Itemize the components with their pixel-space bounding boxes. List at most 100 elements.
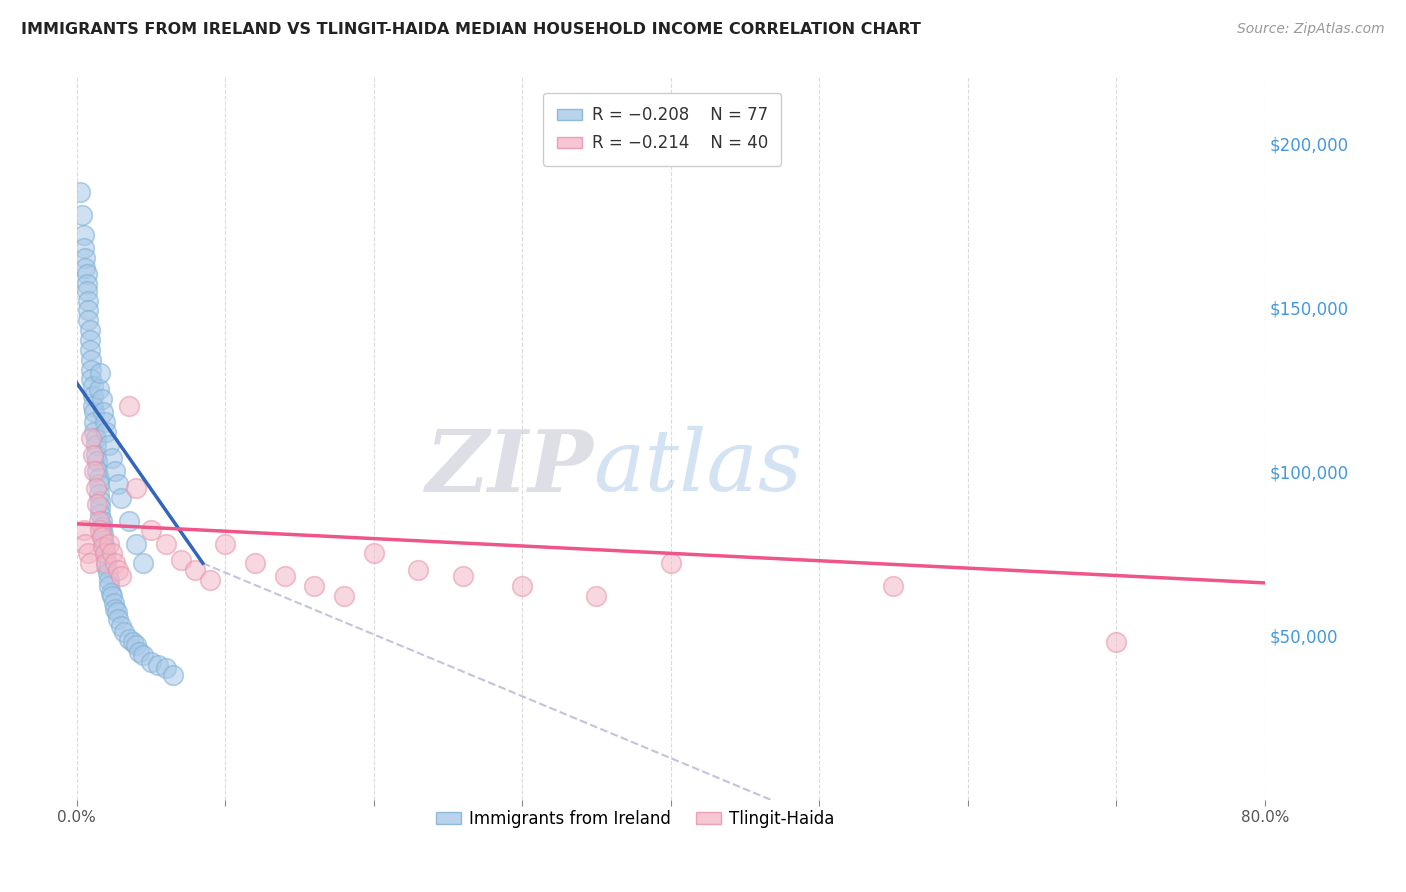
Point bbox=[80, 432, 103, 446]
Point bbox=[104, 602, 127, 616]
Point bbox=[87, 382, 110, 396]
Point bbox=[132, 648, 155, 662]
Point bbox=[94, 415, 117, 429]
Point bbox=[87, 471, 110, 485]
Point bbox=[84, 481, 107, 495]
Point bbox=[273, 569, 295, 583]
Point bbox=[107, 563, 129, 577]
Point bbox=[87, 514, 110, 528]
Point bbox=[659, 556, 682, 570]
Text: atlas: atlas bbox=[593, 426, 803, 508]
Point bbox=[77, 303, 100, 318]
Point bbox=[107, 612, 129, 626]
Point bbox=[117, 399, 139, 413]
Text: IMMIGRANTS FROM IRELAND VS TLINGIT-HAIDA MEDIAN HOUSEHOLD INCOME CORRELATION CHA: IMMIGRANTS FROM IRELAND VS TLINGIT-HAIDA… bbox=[21, 22, 921, 37]
Point bbox=[96, 553, 118, 567]
Point bbox=[101, 546, 124, 560]
Point bbox=[91, 540, 114, 554]
Point bbox=[75, 251, 97, 265]
Point bbox=[112, 625, 135, 640]
Point bbox=[98, 579, 121, 593]
Point bbox=[82, 399, 104, 413]
Point bbox=[86, 464, 108, 478]
Point bbox=[80, 372, 103, 386]
Point bbox=[139, 524, 162, 538]
Point bbox=[73, 241, 96, 255]
Point bbox=[882, 579, 904, 593]
Point bbox=[101, 589, 124, 603]
Point bbox=[98, 438, 121, 452]
Point bbox=[155, 661, 177, 675]
Text: ZIP: ZIP bbox=[426, 425, 593, 509]
Point bbox=[162, 668, 184, 682]
Point bbox=[96, 556, 118, 570]
Point bbox=[200, 573, 222, 587]
Point bbox=[110, 491, 132, 505]
Point bbox=[73, 227, 96, 242]
Point bbox=[91, 533, 114, 548]
Point bbox=[96, 559, 118, 574]
Point bbox=[91, 526, 114, 541]
Point bbox=[90, 530, 112, 544]
Point bbox=[333, 589, 356, 603]
Point bbox=[89, 507, 111, 521]
Point bbox=[77, 313, 100, 327]
Point bbox=[75, 260, 97, 275]
Point bbox=[77, 546, 100, 560]
Point bbox=[91, 405, 114, 419]
Point bbox=[104, 464, 127, 478]
Point bbox=[110, 618, 132, 632]
Point bbox=[90, 520, 112, 534]
Point bbox=[86, 497, 108, 511]
Point bbox=[87, 487, 110, 501]
Point bbox=[184, 563, 207, 577]
Point bbox=[89, 500, 111, 515]
Point bbox=[79, 333, 101, 347]
Point bbox=[96, 425, 118, 439]
Point bbox=[80, 352, 103, 367]
Point bbox=[243, 556, 266, 570]
Point bbox=[79, 343, 101, 357]
Point bbox=[86, 454, 108, 468]
Point bbox=[72, 208, 94, 222]
Point bbox=[83, 415, 105, 429]
Point bbox=[94, 546, 117, 560]
Point bbox=[132, 556, 155, 570]
Point bbox=[125, 638, 148, 652]
Point bbox=[90, 514, 112, 528]
Point bbox=[139, 655, 162, 669]
Point bbox=[104, 556, 127, 570]
Point bbox=[100, 586, 122, 600]
Point bbox=[406, 563, 429, 577]
Point bbox=[510, 579, 533, 593]
Legend: Immigrants from Ireland, Tlingit-Haida: Immigrants from Ireland, Tlingit-Haida bbox=[429, 803, 841, 835]
Point bbox=[83, 405, 105, 419]
Point bbox=[128, 645, 150, 659]
Point bbox=[83, 425, 105, 439]
Point bbox=[89, 493, 111, 508]
Point bbox=[117, 514, 139, 528]
Point bbox=[585, 589, 607, 603]
Point bbox=[69, 186, 91, 200]
Point bbox=[155, 536, 177, 550]
Point bbox=[76, 284, 98, 298]
Point bbox=[79, 323, 101, 337]
Point bbox=[83, 464, 105, 478]
Point bbox=[79, 556, 101, 570]
Point bbox=[84, 438, 107, 452]
Point bbox=[82, 389, 104, 403]
Point bbox=[94, 540, 117, 554]
Point bbox=[363, 546, 385, 560]
Point bbox=[1105, 635, 1128, 649]
Point bbox=[105, 606, 128, 620]
Point bbox=[214, 536, 236, 550]
Point bbox=[148, 657, 170, 672]
Point bbox=[169, 553, 191, 567]
Point bbox=[84, 448, 107, 462]
Point bbox=[77, 293, 100, 308]
Point bbox=[82, 379, 104, 393]
Point bbox=[89, 366, 111, 380]
Text: Source: ZipAtlas.com: Source: ZipAtlas.com bbox=[1237, 22, 1385, 37]
Point bbox=[89, 524, 111, 538]
Point bbox=[122, 635, 145, 649]
